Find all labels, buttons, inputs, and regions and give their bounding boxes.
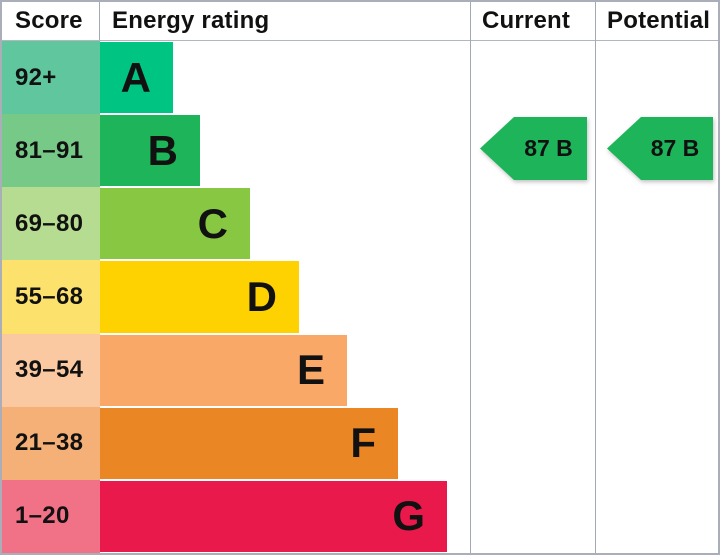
rating-bar-g: G	[100, 479, 447, 553]
rating-row-f: 21–38 F	[2, 406, 718, 480]
potential-column-divider	[595, 2, 596, 553]
header-energy-rating: Energy rating	[112, 7, 270, 34]
chart-header: Score Energy rating Current Potential	[2, 2, 718, 41]
rating-bar-d: D	[100, 260, 299, 334]
current-rating-arrow-shape: 87 B	[480, 117, 587, 180]
rating-row-g: 1–20 G	[2, 479, 718, 553]
current-rating-label: 87 B	[524, 135, 573, 161]
rating-rows: 92+ A 81–91 B 69–80 C 55–68 D 39–54 E 21–38 F 1–20 G	[2, 41, 718, 553]
rating-row-d: 55–68 D	[2, 260, 718, 334]
rating-bar-f: F	[100, 406, 398, 480]
score-range-c: 69–80	[2, 187, 100, 261]
header-current: Current	[482, 7, 571, 34]
rating-letter-d: D	[246, 272, 277, 320]
potential-rating-arrow-shape: 87 B	[607, 117, 713, 180]
rating-row-a: 92+ A	[2, 41, 718, 115]
header-potential: Potential	[607, 7, 711, 34]
rating-bar-e: E	[100, 333, 347, 407]
score-range-d: 55–68	[2, 260, 100, 334]
rating-letter-b: B	[147, 126, 178, 174]
rating-letter-a: A	[120, 53, 151, 101]
score-range-e: 39–54	[2, 333, 100, 407]
rating-row-b: 81–91 B	[2, 114, 718, 188]
rating-letter-f: F	[350, 419, 376, 467]
current-rating-arrow: 87 B	[480, 117, 587, 180]
score-range-g: 1–20	[2, 479, 100, 553]
rating-bar-a: A	[100, 41, 173, 115]
rating-row-e: 39–54 E	[2, 333, 718, 407]
score-range-b: 81–91	[2, 114, 100, 188]
current-column-divider	[470, 2, 471, 553]
rating-letter-e: E	[296, 346, 325, 394]
potential-rating-arrow: 87 B	[607, 117, 713, 180]
rating-bar-b: B	[100, 114, 200, 188]
score-range-a: 92+	[2, 41, 100, 115]
rating-letter-c: C	[197, 199, 228, 247]
rating-row-c: 69–80 C	[2, 187, 718, 261]
rating-bar-c: C	[100, 187, 250, 261]
score-range-f: 21–38	[2, 406, 100, 480]
potential-rating-label: 87 B	[650, 135, 700, 161]
header-score: Score	[2, 2, 100, 40]
rating-letter-g: G	[392, 492, 425, 540]
